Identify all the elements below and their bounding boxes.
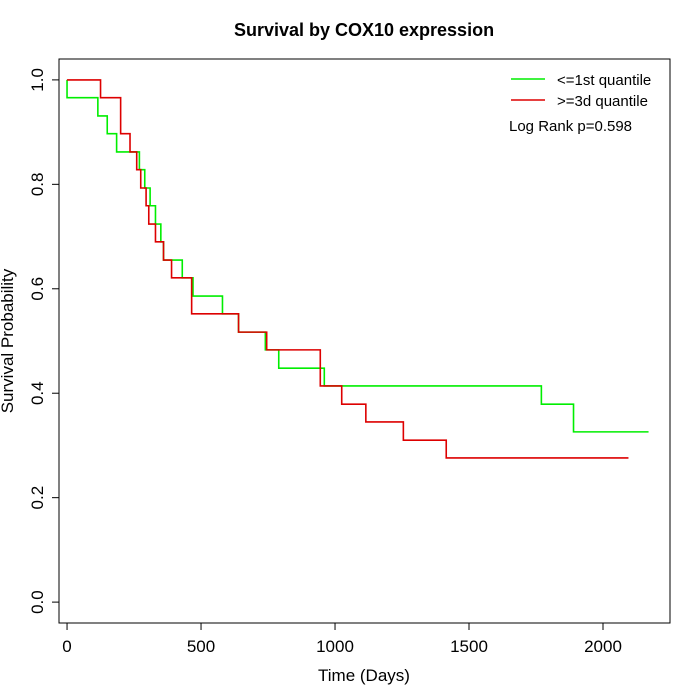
y-tick-label: 0.6	[28, 277, 47, 301]
x-axis-label: Time (Days)	[318, 666, 410, 685]
x-axis: 0 500 1000 1500 2000	[62, 622, 622, 656]
y-tick-label: 1.0	[28, 68, 47, 92]
y-axis-label: Survival Probability	[0, 268, 17, 413]
legend: <=1st quantile >=3d quantile	[511, 72, 651, 110]
legend-label-low: <=1st quantile	[557, 72, 651, 89]
x-tick-label: 0	[62, 637, 71, 656]
log-rank-annotation: Log Rank p=0.598	[509, 118, 632, 135]
plot-frame	[58, 58, 671, 624]
y-tick-label: 0.0	[28, 590, 47, 614]
y-tick-label: 0.8	[28, 173, 47, 197]
chart-title: Survival by COX10 expression	[234, 20, 494, 40]
y-tick-label: 0.2	[28, 486, 47, 510]
survival-curves	[66, 79, 649, 459]
legend-label-high: >=3d quantile	[557, 93, 648, 110]
x-tick-label: 500	[187, 637, 215, 656]
y-tick-label: 0.4	[28, 381, 47, 405]
x-tick-label: 2000	[584, 637, 622, 656]
x-tick-label: 1000	[316, 637, 354, 656]
y-axis: 0.0 0.2 0.4 0.6 0.8 1.0	[28, 68, 60, 614]
x-tick-label: 1500	[450, 637, 488, 656]
survival-curve-low-quantile	[66, 79, 649, 433]
survival-curve-high-quantile	[67, 79, 629, 459]
